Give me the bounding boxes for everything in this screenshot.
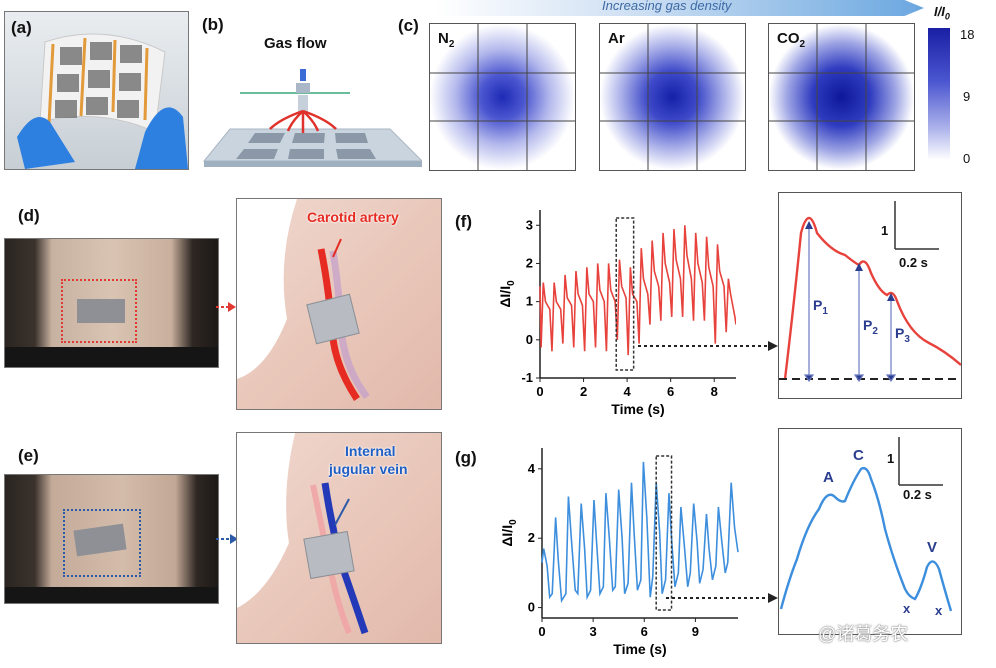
x-tick-label: 9 [692,624,699,639]
arrow-g-to-zoom [666,593,778,603]
panel-f-label: (f) [455,212,472,231]
gas-flow-title: Gas flow [264,35,327,52]
gas-flow-diagram [202,69,422,167]
flexible-sensor-array-illustration [17,33,188,169]
sensor-highlight-box-e [63,509,141,577]
y-tick-label: 1 [526,294,533,309]
heatmap-co2: CO2 [768,23,915,171]
zoom-g-scale-x: 0.2 s [903,487,932,502]
colorbar-title: I/I0 [934,4,950,22]
heatmap-ar-label: Ar [608,30,625,47]
wave-x2-label: x [935,603,943,618]
watermark: @诸葛务农 [818,624,909,644]
x-tick-label: 6 [667,384,674,399]
peak-p1-label: P1 [813,297,828,317]
panel-d-illustration: Carotid artery [236,198,442,410]
y-tick-label: 2 [528,530,535,545]
x-axis-label: Time (s) [613,641,666,657]
signal-line [541,461,739,604]
collar [5,347,218,367]
heatmap-co2-label: CO2 [777,30,806,50]
y-tick-label: 2 [526,255,533,270]
sensor-highlight-box [61,279,137,343]
x-tick-label: 6 [641,624,648,639]
wave-v-label: V [927,539,938,556]
arrow-e-to-illustration [216,534,238,544]
zoom-f-scale-y: 1 [881,223,889,238]
heatmap-n2-label: N2 [438,30,455,50]
x-tick-label: 8 [711,384,718,399]
x-tick-label: 4 [623,384,631,399]
neck-sensor [77,299,125,323]
gas-density-banner: Increasing gas density [436,0,924,16]
zoom-f-plot [779,201,961,383]
panel-g-label: (g) [455,448,477,467]
x-tick-label: 3 [590,624,597,639]
x-axis-label: Time (s) [611,401,664,417]
collar-e [5,587,218,603]
highlight-window [655,455,673,611]
y-axis-label: ΔI/I0 [499,519,519,547]
jugular-label-line2: jugular vein [329,461,408,477]
jugular-illustration [237,433,369,635]
heatmap-n2: N2 [429,23,576,171]
colorbar-min: 0 [963,151,971,166]
peak-p2-label: P2 [863,317,878,337]
colorbar [928,28,950,160]
y-tick-label: 0 [528,600,535,615]
colorbar-max: 18 [960,27,975,42]
panel-e-illustration: Internal jugular vein [236,432,442,644]
gas-density-banner-text: Increasing gas density [602,0,732,13]
panel-c-label: (c) [398,16,419,35]
y-tick-label: 0 [526,332,533,347]
arrow-d-to-illustration [216,302,236,312]
x-tick-label: 2 [580,384,587,399]
panel-f-zoom: 1 0.2 s P1 P2 P3 [778,192,962,399]
chart-g: 0 3 6 9 0 2 4 Time (s) ΔI/I0 [499,448,739,657]
y-axis-label: ΔI/I0 [497,280,517,308]
colorbar-mid: 9 [963,89,971,104]
wave-x1-label: x [903,601,911,616]
zoom-f-scale-x: 0.2 s [899,255,928,270]
x-tick-label: 0 [538,624,545,639]
y-tick-label: 3 [526,217,533,232]
panel-d-label: (d) [18,206,40,225]
x-tick-label: 0 [536,384,543,399]
heatmap-ar: Ar [599,23,746,171]
panel-a-photo: (a) [4,11,189,170]
panel-g-zoom: 1 0.2 s A C V x x [778,428,962,635]
zoom-g-plot [779,437,953,612]
panel-e-neck-photo [4,474,219,604]
carotid-illustration [237,199,370,401]
y-tick-label: -1 [521,370,533,385]
y-tick-label: 4 [528,461,536,476]
arrow-f-to-zoom [638,341,778,351]
wave-c-label: C [853,447,864,464]
wave-a-label: A [823,469,834,486]
panel-b-label: (b) [202,15,224,34]
jugular-label-line1: Internal [345,443,396,459]
panel-a-label: (a) [11,18,32,37]
signal-line [539,225,736,356]
panel-e-label: (e) [18,446,39,465]
carotid-artery-label: Carotid artery [307,209,399,225]
panel-b-schematic: (b) Gas flow [200,11,422,171]
peak-p3-label: P3 [895,325,910,345]
highlight-window [615,217,635,371]
zoom-g-scale-y: 1 [887,451,895,466]
panel-d-neck-photo [4,238,219,368]
